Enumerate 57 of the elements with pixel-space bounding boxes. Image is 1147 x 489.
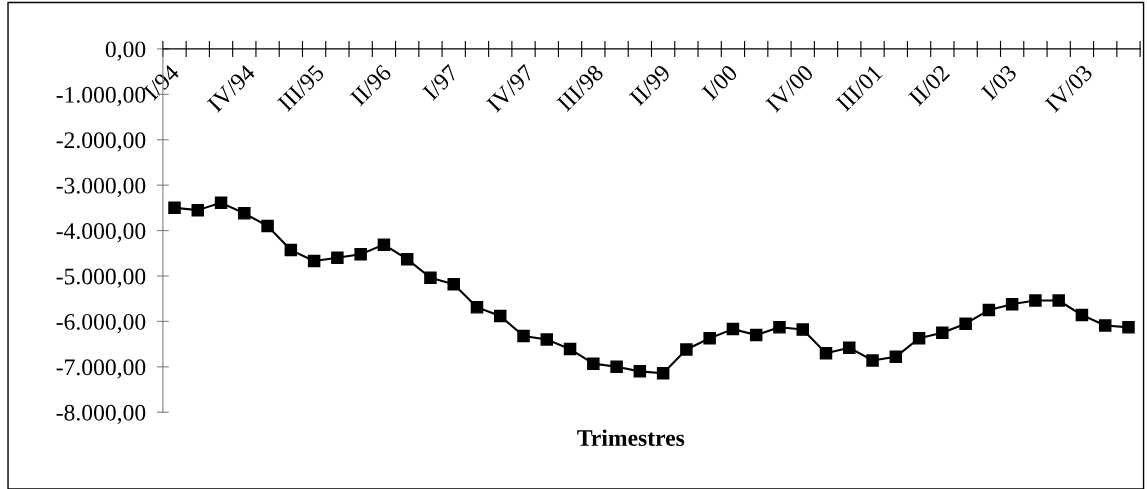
y-tick-label: -6.000,00 (56, 313, 146, 334)
point (354, 247, 367, 261)
point (1075, 308, 1089, 322)
point (1029, 294, 1042, 307)
point (238, 207, 251, 220)
y-tick-label: -4.000,00 (56, 223, 146, 243)
point (1098, 319, 1112, 332)
point (726, 322, 740, 336)
point (796, 323, 809, 336)
point (517, 329, 530, 343)
point (587, 357, 600, 370)
point (470, 301, 484, 314)
point (424, 271, 437, 285)
y-tick-label: -7.000,00 (56, 359, 146, 379)
point (912, 331, 926, 345)
point (307, 254, 321, 268)
point (494, 309, 507, 323)
y-tick-label: -2.000,00 (56, 132, 146, 152)
point (936, 326, 949, 339)
point (400, 252, 414, 266)
point (447, 277, 460, 291)
point (703, 331, 716, 345)
point (680, 343, 693, 356)
point (168, 201, 181, 215)
y-tick-label: -1.000,00 (56, 86, 146, 107)
point (610, 360, 623, 374)
point (1122, 321, 1135, 334)
x-tick-label: I/03 (980, 63, 1018, 101)
point (261, 219, 274, 233)
point (656, 366, 670, 380)
y-tick-label: -8.000,00 (56, 404, 146, 425)
y-tick-label: -3.000,00 (56, 177, 146, 197)
point (843, 341, 856, 354)
point (866, 354, 879, 367)
x-tick-label: II/02 (908, 64, 951, 107)
point (563, 342, 577, 356)
y-tick-label: 0,00 (105, 41, 146, 61)
point (540, 333, 554, 346)
point (331, 251, 344, 265)
point (889, 350, 903, 364)
point (191, 203, 205, 217)
point (819, 346, 833, 360)
point (284, 243, 298, 257)
point (1052, 294, 1065, 307)
point (377, 238, 391, 251)
point (773, 321, 786, 334)
point (633, 365, 647, 378)
y-tick-label: -5.000,00 (56, 268, 146, 288)
point (214, 196, 228, 210)
x-axis-title: Trimestres (577, 429, 685, 447)
point (982, 303, 996, 317)
x-tick-label: I/97 (422, 63, 460, 101)
x-tick-label: I/00 (701, 63, 739, 101)
point (749, 328, 763, 342)
point (959, 317, 972, 330)
point (1005, 297, 1019, 311)
x-tick-label: II/99 (628, 64, 672, 107)
